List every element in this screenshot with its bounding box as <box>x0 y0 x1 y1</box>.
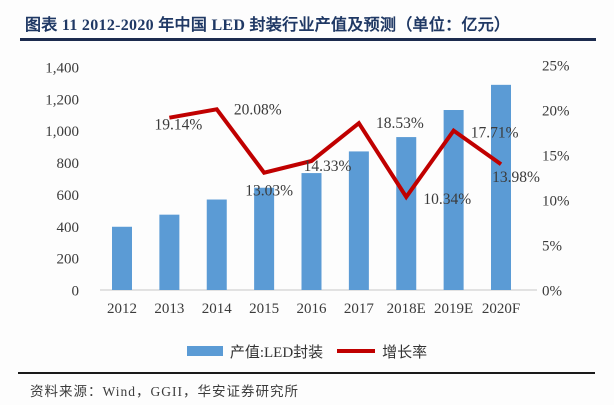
growth-rate-value-label: 18.53% <box>376 115 424 132</box>
left-axis-tick: 200 <box>57 252 80 268</box>
right-axis-tick: 15% <box>542 149 570 165</box>
source-divider <box>18 372 595 374</box>
bar-2019E <box>443 110 464 290</box>
left-axis-tick: 0 <box>72 284 80 300</box>
left-axis-tick: 400 <box>57 220 80 236</box>
growth-rate-line <box>169 107 503 201</box>
chart-title: 图表 11 2012-2020 年中国 LED 封装行业产值及预测（单位：亿元） <box>25 17 511 34</box>
right-axis-tick: 20% <box>542 104 570 120</box>
legend-item-bar-series: 产值:LED封装 <box>186 341 324 362</box>
bar-series-swatch <box>186 346 223 356</box>
right-axis-tick: 5% <box>542 239 562 255</box>
line-series-label: 增长率 <box>382 344 428 361</box>
x-axis-label: 2013 <box>154 301 184 317</box>
growth-rate-value-label: 14.33% <box>304 158 352 175</box>
x-axis-label: 2019E <box>434 301 473 317</box>
chart-legend: 产值:LED封装 增长率 <box>0 341 614 362</box>
bar-2015 <box>254 187 275 290</box>
bar-2014 <box>206 199 227 290</box>
legend-item-line-series: 增长率 <box>337 341 427 362</box>
left-axis-tick: 800 <box>57 156 80 172</box>
bar-2013 <box>159 214 180 290</box>
x-axis-label: 2014 <box>202 301 233 317</box>
x-axis-label: 2015 <box>249 301 279 317</box>
growth-rate-value-label: 19.14% <box>154 117 202 134</box>
line-series-swatch <box>337 349 376 353</box>
bar-2018E <box>396 137 417 290</box>
left-axis-tick: 1,400 <box>45 61 79 77</box>
x-axis-label: 2018E <box>387 301 426 317</box>
right-axis-tick: 0% <box>542 284 562 300</box>
left-axis-tick: 1,000 <box>45 124 79 140</box>
bar-series-label: 产值:LED封装 <box>229 344 324 361</box>
bar-2016 <box>301 173 322 290</box>
source-note: 资料来源：Wind，GGII，华安证券研究所 <box>30 384 299 399</box>
growth-rate-value-label: 10.34% <box>423 191 471 208</box>
x-axis-label: 2020F <box>482 301 520 317</box>
x-axis-label: 2012 <box>107 301 137 317</box>
bar-2020F <box>491 84 511 290</box>
left-axis-tick: 1,200 <box>45 92 79 108</box>
right-axis-tick: 25% <box>542 59 570 75</box>
left-axis-tick: 600 <box>57 188 80 204</box>
bar-2012 <box>112 226 132 290</box>
bar-2017 <box>348 151 369 290</box>
right-axis-tick: 10% <box>542 194 570 210</box>
growth-rate-value-label: 20.08% <box>234 101 282 118</box>
growth-rate-value-label: 13.03% <box>245 183 293 200</box>
chart-canvas: 0 200 400 600 800 1,000 1,200 1,400 0% 5% 10% 15% 20… <box>45 59 570 318</box>
title-underline <box>20 38 596 41</box>
x-axis-label: 2016 <box>297 301 328 317</box>
growth-rate-value-label: 17.71% <box>471 125 519 142</box>
growth-rate-value-label: 13.98% <box>492 169 540 186</box>
x-axis-label: 2017 <box>344 301 375 317</box>
